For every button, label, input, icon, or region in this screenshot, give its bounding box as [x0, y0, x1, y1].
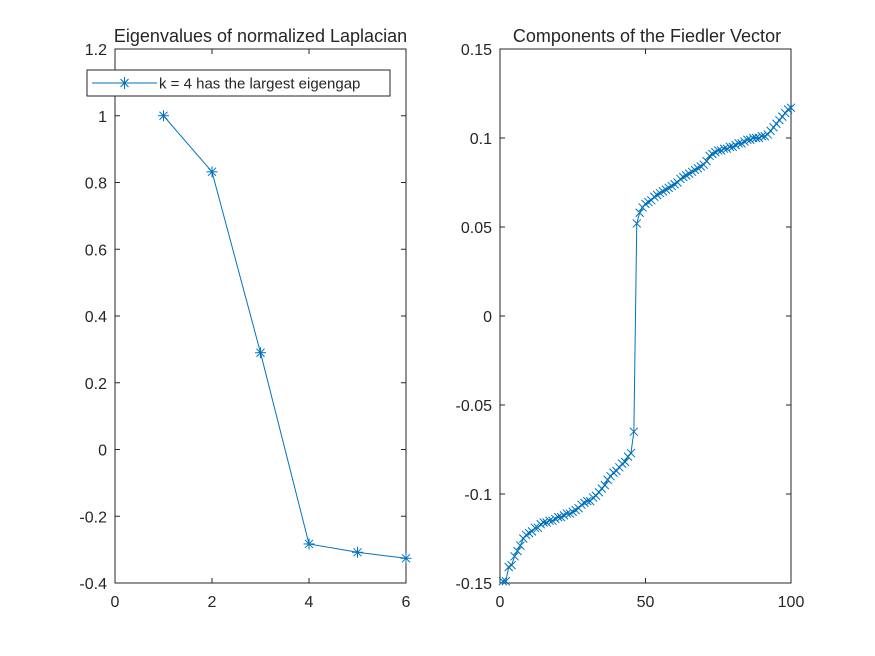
right-y-tick-label: -0.15: [456, 576, 493, 593]
left-data-point: [255, 347, 266, 359]
right-y-tick-label: -0.1: [464, 487, 492, 504]
right-plot-area: [498, 103, 796, 586]
left-axes: 0 2 4 6 -0.4 -0.2 0 0.2 0.4 0.6 0.8 1 1.2 Eigenvalue…: [79, 26, 412, 611]
right-data-point: [742, 135, 752, 145]
right-data-point: [702, 156, 711, 166]
right-data-point: [629, 427, 639, 437]
right-data-point: [498, 576, 508, 586]
left-data-point: [400, 552, 412, 564]
right-data-point: [751, 133, 761, 143]
left-chart-title: Eigenvalues of normalized Laplacian: [114, 26, 407, 46]
left-x-tick-label: 2: [208, 594, 217, 611]
legend[interactable]: k = 4 has the largest eigengap: [86, 69, 391, 97]
left-x-tick-label: 4: [305, 594, 314, 611]
right-data-point: [513, 546, 522, 556]
right-axes: 0 50 100 -0.15 -0.1 -0.05 0 0.05 0.1 0.15 Compone…: [456, 26, 805, 611]
left-data-point: [303, 538, 315, 550]
right-data-point: [632, 219, 642, 228]
left-y-tick-label: 0: [98, 443, 107, 460]
right-y-tick-label: 0.15: [461, 42, 492, 59]
legend-asterisk-icon: [118, 77, 131, 89]
right-x-tick-label: 0: [496, 594, 505, 611]
right-axes-ticks: 0 50 100 -0.15 -0.1 -0.05 0 0.05 0.1 0.15: [456, 42, 805, 611]
right-data-point: [545, 516, 554, 526]
right-data-point: [516, 541, 525, 550]
left-y-tick-label: -0.4: [79, 576, 107, 593]
right-chart-title: Components of the Fiedler Vector: [513, 26, 781, 46]
right-y-tick-label: 0: [483, 309, 492, 326]
right-data-point: [530, 523, 540, 533]
left-y-tick-label: 0.6: [85, 242, 107, 259]
right-data-point: [713, 146, 723, 155]
right-data-point: [626, 448, 636, 458]
right-x-tick-label: 100: [778, 594, 805, 611]
right-y-tick-label: -0.05: [456, 398, 493, 415]
right-data-point: [553, 512, 563, 522]
left-y-tick-label: 0.4: [85, 309, 107, 326]
left-y-tick-label: 1: [98, 109, 107, 126]
left-plot-area: [158, 110, 412, 564]
right-data-point: [501, 576, 511, 586]
left-data-point: [352, 546, 363, 558]
left-y-tick-label: 0.8: [85, 176, 107, 193]
left-y-tick-label: 0.2: [85, 376, 107, 393]
right-x-tick-label: 50: [637, 594, 655, 611]
right-data-point: [507, 560, 516, 570]
right-data-point: [539, 518, 549, 527]
left-axes-ticks: 0 2 4 6 -0.4 -0.2 0 0.2 0.4 0.6 0.8 1 1.2: [79, 42, 410, 611]
right-data-point: [719, 144, 729, 154]
left-data-point: [158, 110, 169, 122]
right-data-point: [510, 551, 519, 561]
right-data-point: [600, 480, 610, 490]
left-data-point: [206, 166, 218, 178]
left-y-tick-label: 1.2: [85, 42, 107, 59]
left-x-tick-label: 6: [402, 594, 411, 611]
right-data-point: [562, 509, 572, 518]
legend-entry-label: k = 4 has the largest eigengap: [159, 76, 360, 93]
right-y-tick-label: 0.05: [461, 220, 492, 237]
left-x-tick-label: 0: [111, 594, 120, 611]
right-data-point: [582, 496, 592, 506]
right-data-point: [757, 131, 767, 141]
left-y-tick-label: -0.2: [79, 509, 107, 526]
right-data-point: [734, 138, 743, 148]
right-data-point: [725, 142, 735, 152]
left-series-line: [163, 115, 407, 559]
right-data-point: [786, 103, 796, 113]
right-data-point: [635, 208, 645, 218]
right-data-point: [620, 457, 630, 467]
right-y-tick-label: 0.1: [470, 131, 492, 148]
